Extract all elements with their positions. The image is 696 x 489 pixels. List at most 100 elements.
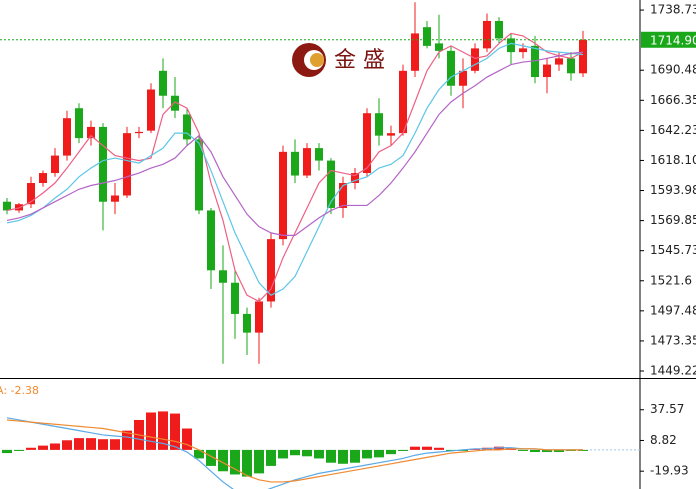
- indicator-line: [6, 42, 584, 296]
- y-tick-label: 1618.10: [650, 153, 696, 167]
- histogram-bar: [530, 449, 540, 453]
- y-tick-label: 1497.48: [650, 303, 696, 317]
- candle-body: [435, 43, 443, 51]
- histogram-bar: [374, 449, 384, 458]
- y-tick-label: 1593.98: [650, 183, 696, 197]
- candle-body: [255, 301, 263, 333]
- candle-body: [51, 155, 59, 174]
- histogram-bar: [410, 446, 420, 450]
- candle-body: [567, 58, 575, 74]
- candle-body: [351, 173, 359, 184]
- candle-body: [447, 50, 455, 86]
- candle-body: [159, 70, 167, 96]
- candle-body: [483, 20, 491, 49]
- histogram-bar: [302, 449, 312, 457]
- candle-body: [231, 282, 239, 314]
- histogram-bar: [242, 449, 252, 477]
- candle-body: [579, 39, 587, 74]
- last-price-box: [641, 31, 696, 48]
- candle-body: [195, 139, 203, 211]
- candle-body: [147, 89, 155, 131]
- histogram-bar: [266, 449, 276, 466]
- histogram-bar: [74, 438, 84, 450]
- y-tick-label: 1473.35: [650, 333, 696, 347]
- histogram-bar: [554, 449, 564, 453]
- candle-body: [471, 48, 479, 71]
- histogram-bar: [194, 449, 204, 459]
- candle-body: [219, 270, 227, 283]
- histogram-bar: [434, 447, 444, 450]
- histogram-bar: [110, 439, 120, 450]
- candle-body: [543, 64, 551, 78]
- histogram-bar: [38, 445, 48, 450]
- histogram-bar: [170, 413, 180, 450]
- candle-body: [207, 210, 215, 271]
- y-tick-label: 8.82: [650, 433, 677, 447]
- candle-body: [411, 33, 419, 71]
- histogram-bar: [350, 449, 360, 463]
- candle-body: [27, 183, 35, 205]
- indicator-line: [6, 417, 583, 489]
- candle-body: [171, 95, 179, 111]
- histogram-bar: [158, 411, 168, 450]
- y-tick-label: -19.93: [650, 464, 689, 478]
- candle-body: [399, 70, 407, 134]
- histogram-bar: [518, 449, 528, 451]
- histogram-bar: [122, 430, 132, 450]
- candle-body: [87, 126, 95, 139]
- plot-area: [3, 2, 587, 364]
- candle-body: [75, 108, 83, 139]
- indicator-line: [6, 32, 584, 303]
- histogram-bar: [278, 449, 288, 459]
- candle-body: [519, 48, 527, 53]
- histogram-bar: [398, 449, 408, 451]
- histogram-bar: [422, 446, 432, 450]
- candle-body: [531, 45, 539, 78]
- candle-body: [375, 113, 383, 136]
- candle-body: [495, 20, 503, 39]
- y-tick-label: 1690.48: [650, 63, 696, 77]
- candle-body: [423, 27, 431, 46]
- histogram-bar: [542, 449, 552, 453]
- y-tick-label: 1521.6: [650, 273, 692, 287]
- histogram-bar: [26, 447, 36, 450]
- histogram-bar: [182, 428, 192, 450]
- candle-body: [135, 131, 143, 134]
- candle-body: [315, 148, 323, 161]
- candle-body: [99, 126, 107, 202]
- y-tick-label: 37.57: [650, 402, 684, 416]
- last-price-label: 1714.90: [650, 33, 696, 47]
- candle-body: [327, 160, 335, 208]
- y-tick-label: 1642.23: [650, 123, 696, 137]
- candle-body: [291, 151, 299, 176]
- histogram-bar: [50, 443, 60, 450]
- histogram-bar: [2, 449, 12, 454]
- histogram-bar: [386, 449, 396, 455]
- candle-body: [63, 118, 71, 156]
- y-tick-label: 1569.85: [650, 213, 696, 227]
- candle-body: [507, 38, 515, 53]
- histogram-bar: [362, 449, 372, 459]
- histogram-bar: [146, 412, 156, 450]
- candle-body: [183, 114, 191, 140]
- candle-body: [387, 133, 395, 136]
- plot-area: [2, 411, 640, 489]
- histogram-bar: [86, 438, 96, 450]
- candle-body: [555, 58, 563, 65]
- logo: [292, 43, 326, 77]
- candle-body: [303, 148, 311, 176]
- histogram-bar: [314, 449, 324, 459]
- y-tick-label: 1449.22: [650, 363, 696, 377]
- candle-body: [243, 313, 251, 333]
- y-tick-label: 1738.73: [650, 3, 696, 17]
- candle-body: [123, 133, 131, 196]
- histogram-bar: [230, 449, 240, 475]
- macd-label: A: -2.38: [0, 384, 39, 397]
- histogram-bar: [14, 449, 24, 451]
- candle-body: [39, 173, 47, 184]
- indicator-line: [6, 419, 583, 483]
- histogram-bar: [62, 440, 72, 450]
- histogram-bar: [254, 449, 264, 474]
- candle-body: [363, 113, 371, 174]
